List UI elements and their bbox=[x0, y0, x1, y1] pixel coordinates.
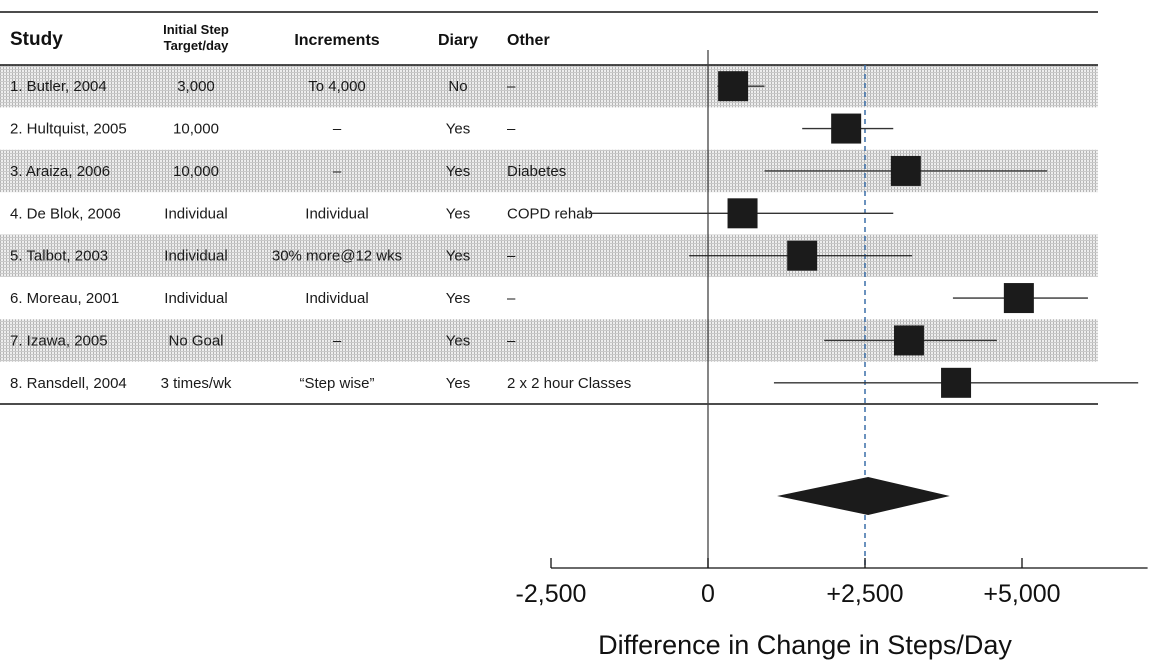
table-headers: Study Initial Step Target/day Increments Dia… bbox=[10, 22, 550, 53]
cell-study-4: 4. De Blok, 2006 bbox=[10, 205, 121, 222]
x-tick-label-1: -2,500 bbox=[516, 580, 587, 608]
cell-target-7: No Goal bbox=[168, 332, 223, 349]
cell-diary-5: Yes bbox=[446, 248, 470, 265]
point-estimate-4 bbox=[727, 198, 758, 229]
cell-other-6: – bbox=[507, 290, 516, 307]
cell-target-6: Individual bbox=[164, 290, 227, 307]
cell-increments-7: – bbox=[333, 332, 342, 349]
cell-target-2: 10,000 bbox=[173, 121, 219, 138]
cell-other-3: Diabetes bbox=[507, 163, 566, 180]
cell-study-8: 8. Ransdell, 2004 bbox=[10, 375, 127, 392]
x-tick-label-3: +2,500 bbox=[826, 580, 903, 608]
cell-other-7: – bbox=[507, 332, 516, 349]
x-axis: -2,500 0 +2,500 +5,000 Difference in Change … bbox=[516, 50, 1148, 660]
cell-increments-4: Individual bbox=[305, 205, 368, 222]
cell-increments-6: Individual bbox=[305, 290, 368, 307]
table-cells: 1. Butler, 2004 3,000 To 4,000 No – 2. Hultqu… bbox=[10, 78, 631, 392]
cell-target-8: 3 times/wk bbox=[161, 375, 232, 392]
cell-increments-1: To 4,000 bbox=[308, 78, 366, 95]
x-tick-label-2: 0 bbox=[701, 580, 715, 608]
cell-study-2: 2. Hultquist, 2005 bbox=[10, 121, 127, 138]
x-axis-title: Difference in Change in Steps/Day bbox=[598, 630, 1012, 660]
cell-diary-1: No bbox=[448, 78, 467, 95]
header-target: Initial Step Target/day bbox=[163, 22, 229, 53]
cell-target-3: 10,000 bbox=[173, 163, 219, 180]
cell-diary-2: Yes bbox=[446, 121, 470, 138]
cell-study-1: 1. Butler, 2004 bbox=[10, 78, 107, 95]
point-estimate-6 bbox=[1003, 283, 1034, 314]
point-estimate-3 bbox=[890, 155, 921, 186]
cell-other-5: – bbox=[507, 248, 516, 265]
header-other: Other bbox=[507, 32, 550, 49]
table-rules bbox=[0, 11, 1098, 405]
cell-target-1: 3,000 bbox=[177, 78, 215, 95]
cell-diary-3: Yes bbox=[446, 163, 470, 180]
cell-diary-4: Yes bbox=[446, 205, 470, 222]
cell-diary-6: Yes bbox=[446, 290, 470, 307]
row-band-5 bbox=[0, 234, 1098, 277]
header-increments: Increments bbox=[294, 32, 379, 49]
point-estimate-2 bbox=[831, 113, 862, 144]
cell-study-5: 5. Talbot, 2003 bbox=[10, 248, 108, 265]
cell-other-4: COPD rehab bbox=[507, 205, 593, 222]
cell-other-2: – bbox=[507, 121, 516, 138]
point-estimate-5 bbox=[787, 240, 818, 271]
cell-increments-5: 30% more@12 wks bbox=[272, 248, 402, 265]
study-marks bbox=[588, 71, 1139, 515]
cell-increments-8: “Step wise” bbox=[299, 375, 374, 392]
pooled-diamond bbox=[777, 477, 950, 515]
cell-target-5: Individual bbox=[164, 248, 227, 265]
x-tick-label-4: +5,000 bbox=[983, 580, 1060, 608]
cell-other-1: – bbox=[507, 78, 516, 95]
point-estimate-1 bbox=[718, 71, 749, 102]
row-band-1 bbox=[0, 65, 1098, 108]
header-diary: Diary bbox=[438, 32, 478, 49]
cell-other-8: 2 x 2 hour Classes bbox=[507, 375, 631, 392]
cell-diary-8: Yes bbox=[446, 375, 470, 392]
cell-study-3: 3. Araiza, 2006 bbox=[10, 163, 110, 180]
header-study: Study bbox=[10, 29, 63, 50]
point-estimate-8 bbox=[941, 367, 972, 398]
cell-increments-3: – bbox=[333, 163, 342, 180]
cell-diary-7: Yes bbox=[446, 332, 470, 349]
point-estimate-7 bbox=[893, 325, 924, 356]
cell-target-4: Individual bbox=[164, 205, 227, 222]
cell-study-7: 7. Izawa, 2005 bbox=[10, 332, 108, 349]
cell-study-6: 6. Moreau, 2001 bbox=[10, 290, 119, 307]
cell-increments-2: – bbox=[333, 121, 342, 138]
